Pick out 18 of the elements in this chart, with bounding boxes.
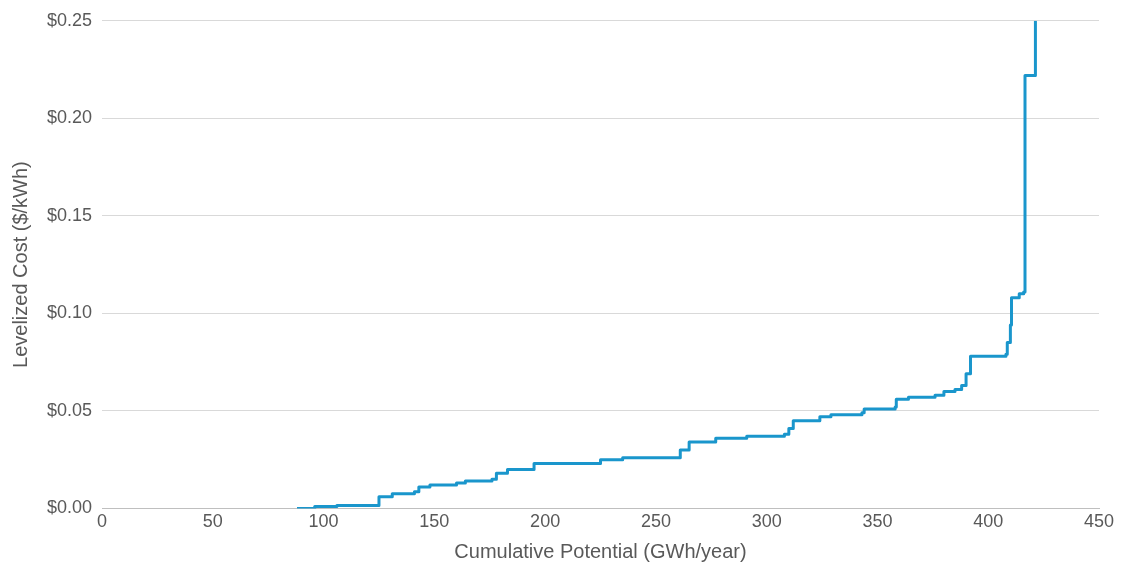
y-axis-title: Levelized Cost ($/kWh) <box>8 161 31 368</box>
y-tick-label: $0.05 <box>47 399 93 420</box>
x-axis-title: Cumulative Potential (GWh/year) <box>454 539 747 562</box>
y-tick-label: $0.15 <box>47 204 93 225</box>
y-tick-label: $0.00 <box>47 497 93 518</box>
x-tick-label: 100 <box>308 511 339 532</box>
x-tick-label: 200 <box>530 511 561 532</box>
x-tick-label: 0 <box>97 511 108 532</box>
x-tick-label: 350 <box>862 511 893 532</box>
y-tick-label: $0.10 <box>47 302 93 323</box>
x-tick-label: 50 <box>202 511 223 532</box>
x-tick-label: 450 <box>1083 511 1115 532</box>
x-tick-label: 400 <box>973 511 1004 532</box>
x-tick-label: 250 <box>640 511 671 532</box>
x-tick-label: 300 <box>751 511 782 532</box>
x-tick-label: 150 <box>419 511 450 532</box>
y-tick-label: $0.25 <box>47 9 93 30</box>
y-tick-label: $0.20 <box>47 107 93 128</box>
